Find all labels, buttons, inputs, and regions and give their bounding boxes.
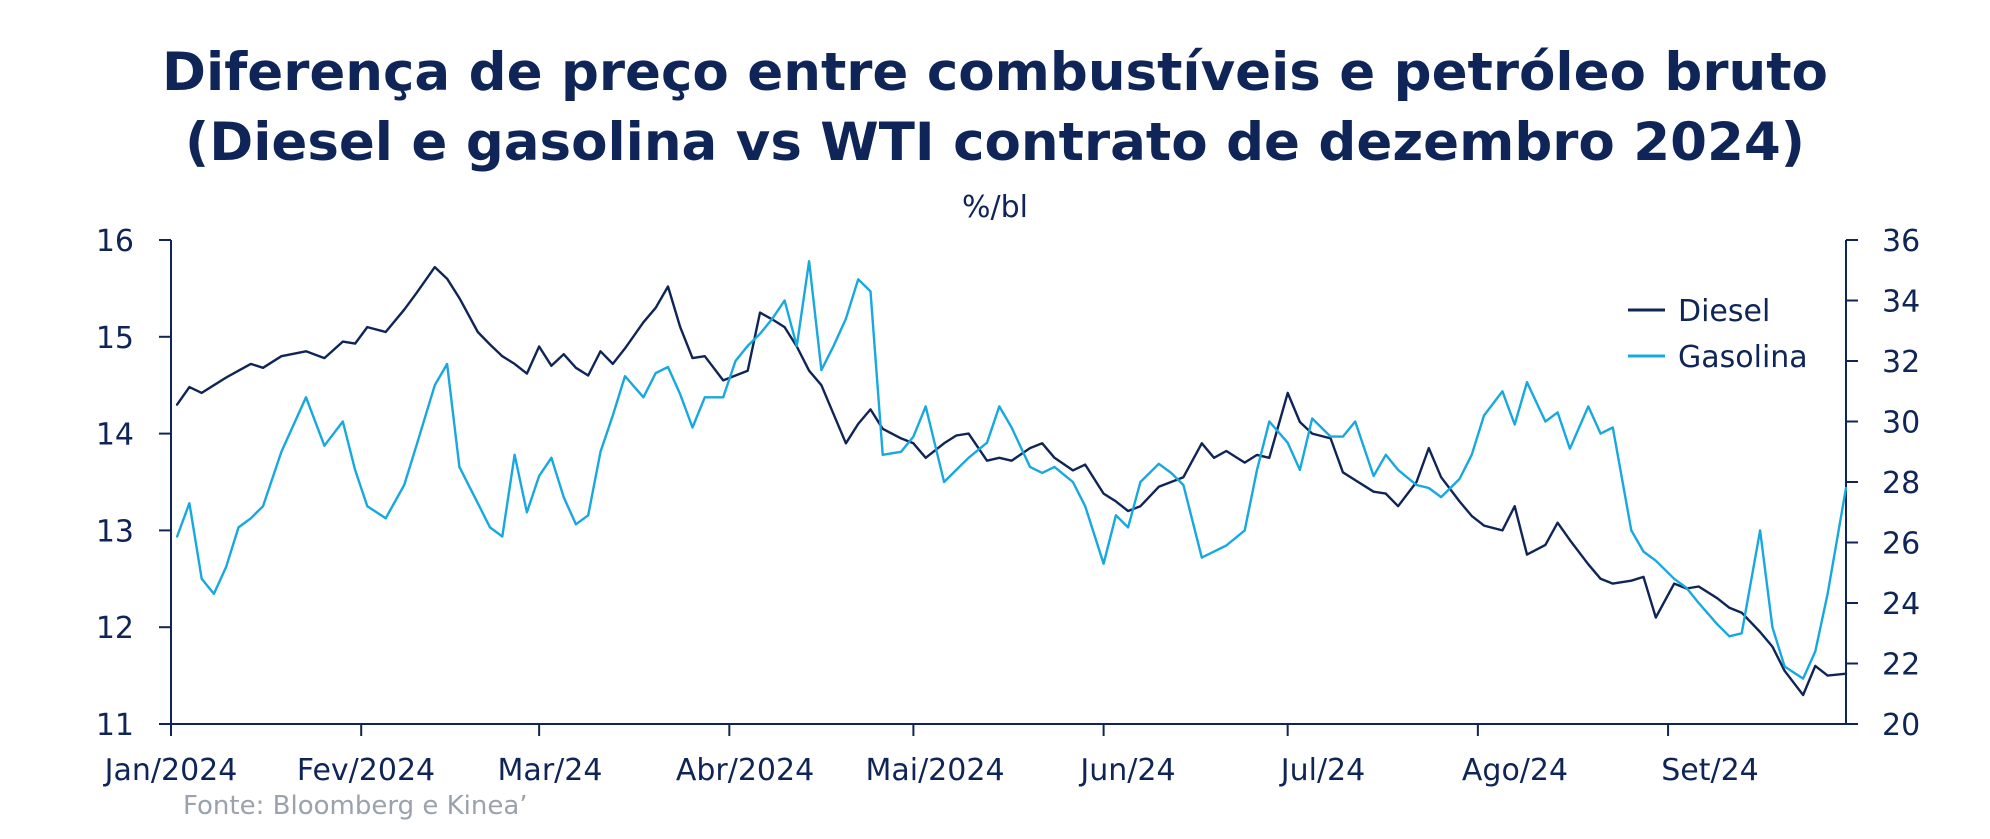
legend-label-gasolina: Gasolina xyxy=(1678,340,1808,375)
chart-title: Diferença de preço entre combustíveis e … xyxy=(0,38,1990,178)
y-right-tick-label: 28 xyxy=(1882,466,1920,501)
series-line-diesel xyxy=(175,265,1848,697)
x-tick-label: Jan/2024 xyxy=(103,753,238,788)
series-line-gasolina xyxy=(175,260,1848,680)
x-tick-label: Jun/24 xyxy=(1078,753,1175,788)
y-right-tick-label: 22 xyxy=(1882,648,1920,683)
y-right-tick-label: 36 xyxy=(1882,224,1920,259)
x-tick-label: Set/24 xyxy=(1661,753,1759,788)
legend: Diesel Gasolina xyxy=(1628,294,1808,375)
x-tick-label: Mai/2024 xyxy=(865,753,1004,788)
y-left-tick-label: 13 xyxy=(96,514,134,549)
x-tick-label: Fev/2024 xyxy=(297,753,435,788)
y-left-tick-label: 11 xyxy=(96,708,134,743)
y-right-tick-label: 30 xyxy=(1882,406,1920,441)
chart-title-line2: (Diesel e gasolina vs WTI contrato de de… xyxy=(184,112,1806,173)
x-tick-label: Abr/2024 xyxy=(676,753,814,788)
y-right-tick-label: 20 xyxy=(1882,708,1920,743)
x-tick-label: Jul/24 xyxy=(1279,753,1365,788)
chart-title-line1: Diferença de preço entre combustíveis e … xyxy=(162,42,1828,103)
y-right-tick-label: 32 xyxy=(1882,345,1920,380)
x-tick-label: Ago/24 xyxy=(1462,753,1568,788)
legend-label-diesel: Diesel xyxy=(1678,294,1770,329)
y-right-tick-label: 26 xyxy=(1882,527,1920,562)
axes: 11 12 13 14 15 16 20 22 24 26 28 30 32 34 36 Jan/2024 Fe… xyxy=(96,224,1920,788)
source-note: Fonte: Bloomberg e Kinea’ xyxy=(183,791,528,821)
unit-label: %/bl xyxy=(962,190,1028,225)
series-layer xyxy=(175,260,1848,697)
y-left-tick-label: 14 xyxy=(96,418,134,453)
y-left-tick-label: 12 xyxy=(96,611,134,646)
y-left-tick-label: 16 xyxy=(96,224,134,259)
y-right-tick-label: 24 xyxy=(1882,587,1920,622)
y-right-tick-label: 34 xyxy=(1882,285,1920,320)
y-left-tick-label: 15 xyxy=(96,321,134,356)
x-tick-label: Mar/24 xyxy=(498,753,603,788)
